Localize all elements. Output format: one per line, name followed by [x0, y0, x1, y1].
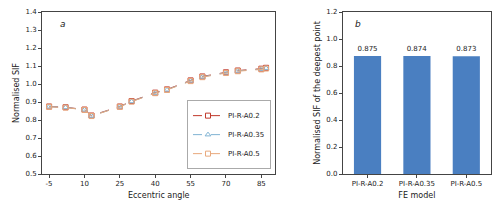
svg-text:25: 25	[115, 180, 124, 188]
svg-text:0.8: 0.8	[25, 116, 36, 124]
svg-text:Eccentric angle: Eccentric angle	[128, 191, 190, 200]
svg-text:0.6: 0.6	[25, 152, 37, 160]
svg-text:Normalised SIF: Normalised SIF	[12, 63, 21, 123]
svg-text:0.6: 0.6	[326, 89, 338, 97]
svg-text:40: 40	[151, 180, 160, 188]
svg-text:PI-R-A0.2: PI-R-A0.2	[228, 112, 260, 120]
svg-text:1.2: 1.2	[25, 44, 36, 52]
svg-text:85: 85	[257, 180, 266, 188]
svg-text:0.9: 0.9	[25, 98, 36, 106]
svg-text:55: 55	[186, 180, 195, 188]
svg-text:-5: -5	[46, 180, 53, 188]
svg-text:1.4: 1.4	[25, 8, 37, 16]
svg-text:1.0: 1.0	[326, 35, 337, 43]
svg-text:Normalised SIF of the deepest: Normalised SIF of the deepest point	[313, 21, 322, 165]
svg-text:0.4: 0.4	[326, 116, 338, 124]
svg-text:0.875: 0.875	[358, 45, 378, 53]
svg-text:1.2: 1.2	[326, 8, 337, 16]
svg-text:a: a	[60, 19, 66, 29]
svg-text:PI-R-A0.5: PI-R-A0.5	[228, 150, 260, 158]
svg-text:PI-R-A0.35: PI-R-A0.35	[228, 131, 264, 139]
svg-text:0.7: 0.7	[25, 134, 36, 142]
svg-text:b: b	[355, 19, 361, 29]
svg-text:0.873: 0.873	[456, 45, 476, 53]
svg-text:10: 10	[80, 180, 89, 188]
svg-text:0.5: 0.5	[25, 170, 36, 178]
svg-text:1.3: 1.3	[25, 26, 36, 34]
svg-text:PI-R-A0.2: PI-R-A0.2	[352, 180, 384, 188]
svg-text:0.874: 0.874	[407, 45, 428, 53]
svg-text:1.0: 1.0	[25, 80, 36, 88]
svg-text:FE model: FE model	[398, 191, 435, 200]
svg-text:0.8: 0.8	[326, 62, 337, 70]
svg-text:0.0: 0.0	[326, 170, 337, 178]
svg-text:PI-R-A0.5: PI-R-A0.5	[450, 180, 482, 188]
svg-text:1.1: 1.1	[25, 62, 36, 70]
svg-text:70: 70	[221, 180, 230, 188]
svg-text:PI-R-A0.35: PI-R-A0.35	[399, 180, 435, 188]
svg-text:0.2: 0.2	[326, 143, 337, 151]
